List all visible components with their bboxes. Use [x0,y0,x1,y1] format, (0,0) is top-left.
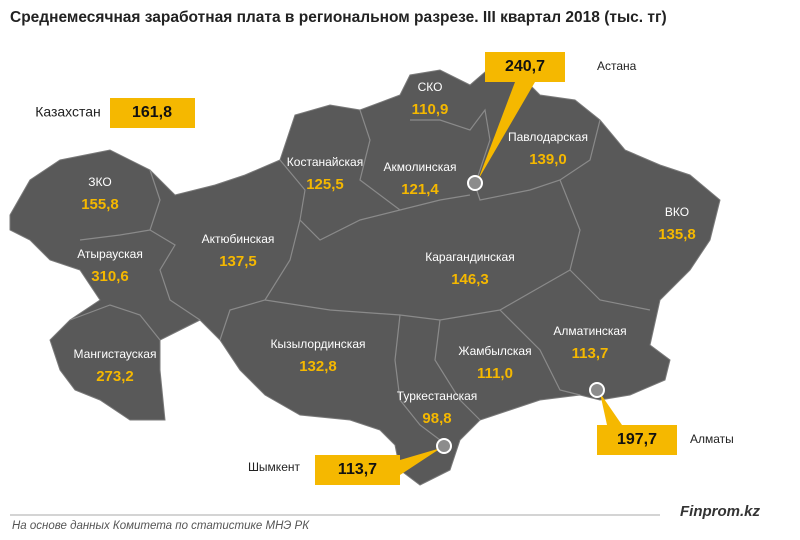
city-value: 240,7 [505,58,545,75]
region-value: 135,8 [658,226,696,243]
region-value: 137,5 [219,253,257,270]
source-note: На основе данных Комитета по статистике … [12,520,310,532]
national-value: 161,8 [132,104,172,121]
region-value: 98,8 [422,410,451,427]
region-name: Костанайская [287,155,363,169]
region-name: Жамбылская [458,344,531,358]
city-name: Астана [597,59,637,73]
region-name: Алматинская [553,324,626,338]
region-name: Акмолинская [384,160,457,174]
region-value: 146,3 [451,271,489,288]
region-value: 273,2 [96,368,134,385]
region-value: 125,5 [306,176,344,193]
city-value: 113,7 [338,461,377,478]
callout-pointer [478,82,535,180]
country-shape [9,69,721,486]
region-name: Мангистауская [74,347,157,361]
region-value: 139,0 [529,151,567,168]
region-name: Актюбинская [202,232,275,246]
callout-pointer [600,393,622,425]
region-name: Туркестанская [397,389,478,403]
brand: Finprom.kz [680,503,761,520]
city-marker [589,382,605,398]
title: Среднемесячная заработная плата в регион… [10,9,667,26]
region-name: Павлодарская [508,130,588,144]
region-name: Атырауская [77,247,143,261]
callout-pointer [400,448,441,475]
region-value: 132,8 [299,358,337,375]
city-value: 197,7 [617,431,657,448]
region-value: 310,6 [91,268,129,285]
region-value: 110,9 [412,101,449,118]
region-value: 121,4 [401,181,439,198]
city-marker [436,438,452,454]
region-value: 111,0 [477,365,513,382]
region-value: 113,7 [572,345,609,362]
city-box [315,455,400,485]
city-box [597,425,677,455]
region-value: 155,8 [81,196,119,213]
region-name: ЗКО [88,175,111,189]
city-box [485,52,565,82]
city-marker [467,175,483,191]
national-name: Казахстан [35,104,101,120]
city-name: Шымкент [248,460,301,474]
national-box [110,98,195,128]
region-name: Кызылординская [271,337,366,351]
region-name: Карагандинская [425,250,514,264]
city-name: Алматы [690,432,734,446]
region-name: СКО [418,80,443,94]
region-name: ВКО [665,205,689,219]
